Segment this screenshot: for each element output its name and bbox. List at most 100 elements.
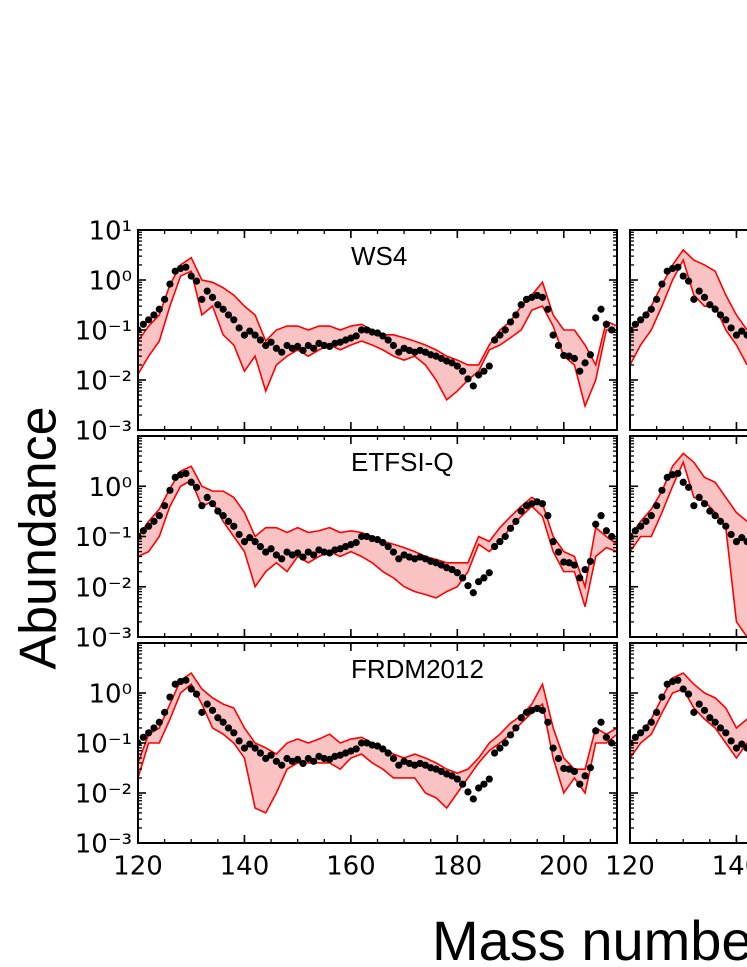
data-point (663, 680, 671, 688)
data-point (506, 318, 515, 326)
data-point (716, 517, 725, 525)
plot-area (138, 465, 617, 607)
plot-area (138, 256, 617, 409)
data-point (581, 772, 589, 780)
data-point (642, 311, 650, 319)
y-tick-label: 10⁻¹ (75, 730, 132, 760)
data-point (512, 517, 520, 525)
x-axis-label: Mass number (432, 909, 747, 967)
data-point (246, 534, 254, 542)
data-point (647, 718, 655, 726)
data-point (706, 507, 714, 515)
data-point (570, 767, 579, 776)
data-point (549, 538, 557, 546)
data-point (230, 522, 238, 530)
x-tick-label: 180 (433, 852, 483, 882)
data-point (679, 272, 687, 280)
band-lower (138, 270, 617, 409)
data-point (576, 574, 584, 582)
data-point (310, 344, 318, 352)
data-point (538, 706, 547, 714)
data-point (240, 538, 249, 546)
data-point (743, 331, 747, 339)
data-point (267, 751, 275, 759)
data-point (251, 331, 259, 339)
data-point (230, 729, 238, 737)
data-point (711, 718, 719, 726)
data-point (267, 338, 275, 346)
band-fill (138, 257, 617, 407)
data-point (267, 545, 275, 553)
y-tick-label: 10⁻¹ (75, 523, 132, 553)
data-point (597, 512, 605, 520)
data-point (480, 574, 488, 582)
data-point (732, 331, 741, 339)
data-point (700, 706, 709, 714)
data-point (357, 739, 366, 747)
data-point (695, 493, 703, 501)
data-point (139, 733, 147, 741)
y-tick-label: 10⁰ (88, 680, 132, 710)
data-point (187, 685, 195, 693)
x-tick-label: 140 (712, 852, 747, 882)
data-point (395, 348, 403, 356)
y-tick-label: 10⁰ (88, 473, 132, 503)
data-point (475, 578, 483, 586)
panel (629, 435, 747, 638)
data-point (464, 375, 472, 383)
data-point (631, 733, 639, 741)
panel: 120 140 (605, 642, 747, 882)
data-point (700, 500, 709, 508)
data-point (161, 708, 169, 716)
y-tick-label: 10¹ (88, 217, 132, 247)
data-point (240, 744, 249, 752)
data-point (453, 569, 461, 577)
data-point (389, 548, 398, 556)
data-point (570, 354, 579, 363)
data-point (357, 326, 366, 334)
plot-area (630, 248, 747, 366)
data-point (642, 517, 650, 525)
y-tick-label: 10⁻³ (75, 417, 132, 447)
x-tick-label: 200 (539, 852, 589, 882)
data-point (512, 724, 520, 732)
data-point (480, 367, 488, 375)
y-tick-label: 10⁻³ (75, 624, 132, 654)
data-point (235, 737, 243, 745)
data-point (214, 507, 222, 515)
x-tick-label: 160 (326, 852, 376, 882)
data-point (501, 532, 509, 541)
data-point (592, 520, 600, 528)
data-point (155, 512, 163, 520)
panel: 10⁰ 10⁻¹ 10⁻² 10⁻³ ETFSI-Q (75, 435, 618, 654)
panel-title: FRDM2012 (351, 654, 484, 684)
data-point (326, 549, 334, 557)
data-point (637, 522, 645, 530)
panel: 120 140 160 180 200 10⁰ 10⁻¹ 10⁻² 10⁻³ FRDM2012 (75, 642, 618, 882)
data-point (485, 775, 493, 783)
data-point (373, 535, 382, 544)
data-point (357, 532, 366, 541)
data-point (421, 555, 429, 563)
data-point (214, 301, 222, 309)
data-point (235, 324, 243, 332)
band-fill (630, 453, 747, 637)
data-point (219, 512, 227, 520)
y-axis-label: Abundance (10, 406, 68, 669)
data-point (299, 553, 307, 561)
data-point (150, 724, 158, 732)
data-point (695, 700, 703, 708)
data-point (182, 263, 190, 271)
data-point (602, 320, 610, 328)
data-point (706, 714, 714, 722)
data-point (192, 483, 201, 491)
data-point (272, 551, 280, 559)
y-tick-label: 10⁻³ (75, 830, 132, 860)
y-tick-label: 10⁰ (88, 267, 132, 297)
data-point (727, 530, 735, 539)
data-point (203, 287, 211, 295)
data-point (684, 277, 693, 285)
data-point (690, 708, 698, 716)
data-point (246, 327, 254, 335)
y-tick-label: 10⁻² (75, 367, 132, 397)
